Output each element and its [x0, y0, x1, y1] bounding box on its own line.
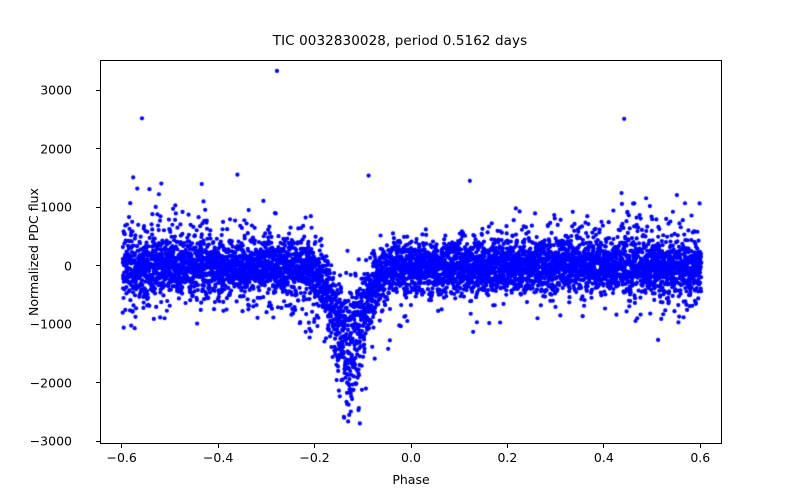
x-axis-tick-mark [121, 444, 123, 448]
x-axis-tick-label: −0.6 [106, 450, 137, 465]
chart-title: TIC 0032830028, period 0.5162 days [272, 33, 528, 49]
y-axis-tick-mark [96, 440, 100, 442]
y-axis-tick-label: 0 [64, 258, 72, 274]
y-axis-tick-mark [96, 89, 100, 91]
x-axis-tick-mark [506, 444, 508, 448]
y-axis-tick-mark [96, 323, 100, 325]
x-axis-tick-label: −0.4 [202, 450, 234, 465]
x-axis-tick-mark [699, 444, 701, 448]
plot-area [100, 60, 722, 444]
x-axis-tick-mark [410, 444, 412, 448]
y-axis-tick-mark [96, 382, 100, 384]
y-axis-tick-label: −1000 [29, 316, 72, 332]
x-axis-tick-label: 0.4 [593, 450, 614, 465]
y-axis-tick-label: 1000 [40, 199, 72, 215]
x-axis-tick-label: 0.0 [401, 450, 421, 465]
y-axis-tick-label: 2000 [40, 141, 72, 157]
y-axis-tick-label: −3000 [29, 433, 72, 449]
x-axis-label: Phase [392, 472, 430, 487]
x-axis-tick-mark [603, 444, 605, 448]
scatter-series-normalized-pdc-flux [101, 61, 721, 443]
y-axis-tick-mark [96, 206, 100, 208]
x-axis-tick-label: 0.2 [497, 450, 518, 465]
x-axis-tick-mark [314, 444, 316, 448]
x-axis-tick-label: 0.6 [690, 450, 711, 465]
y-axis-tick-mark [96, 265, 100, 267]
x-axis-tick-label: −0.2 [299, 450, 330, 465]
y-axis-tick-label: −2000 [29, 375, 72, 391]
y-axis-tick-mark [96, 148, 100, 150]
x-axis-tick-mark [217, 444, 219, 448]
y-axis-tick-label: 3000 [40, 82, 72, 98]
